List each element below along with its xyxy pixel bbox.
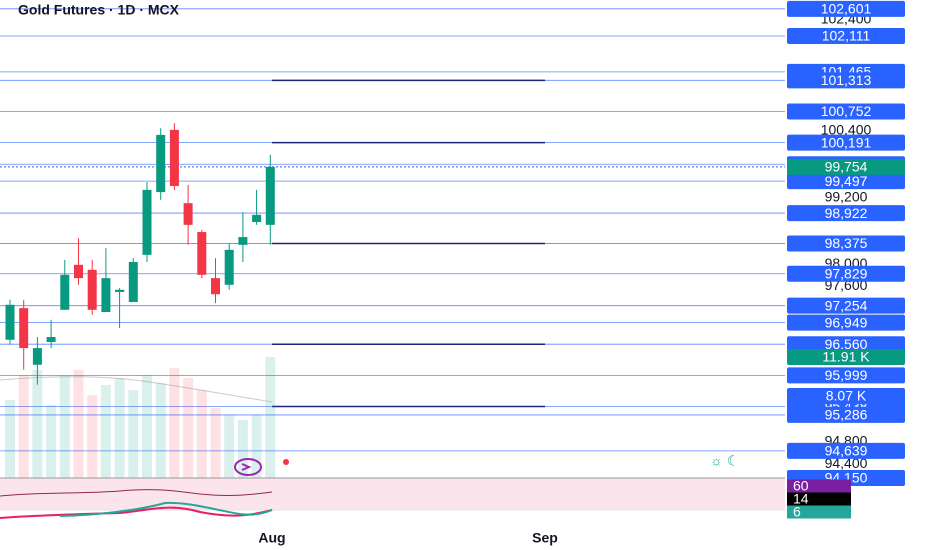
level-label-box xyxy=(787,406,905,423)
volume-ma-line xyxy=(0,376,273,403)
level-label-box xyxy=(787,336,905,353)
candle-body xyxy=(74,264,83,279)
volume-bar xyxy=(237,419,248,478)
indicator-band xyxy=(0,478,785,510)
candle-body xyxy=(19,308,29,349)
price-layer xyxy=(0,8,785,479)
volume-ma-label: 8.07 K xyxy=(826,388,867,404)
volume-bar xyxy=(59,374,70,478)
level-label-box xyxy=(787,0,905,17)
level-label: 94,639 xyxy=(825,443,868,459)
volume-label: 11.91 K xyxy=(822,349,870,365)
level-label-box xyxy=(787,103,905,120)
theme-icons: ☼ ☾ xyxy=(710,453,739,469)
level-label: 100,191 xyxy=(821,134,872,150)
y-tick-label: 99,200 xyxy=(825,188,868,204)
level-label: 95,286 xyxy=(825,407,868,423)
volume-bar xyxy=(224,415,235,478)
level-label: 102,601 xyxy=(821,1,872,17)
level-label-box xyxy=(787,367,905,384)
volume-bar xyxy=(196,390,207,478)
current-price-label-box xyxy=(787,158,905,175)
level-label: 97,254 xyxy=(825,297,868,313)
candle-body xyxy=(238,237,248,245)
candle-body xyxy=(46,336,56,342)
candle-body xyxy=(60,274,70,310)
volume-bar xyxy=(87,394,98,478)
candle-body xyxy=(211,278,220,295)
candle-body xyxy=(128,262,138,303)
candle-body xyxy=(115,289,125,293)
indicator-label: 6 xyxy=(793,504,801,520)
level-label: 100,752 xyxy=(821,103,872,119)
volume-bar xyxy=(169,368,180,478)
candle-body xyxy=(183,203,193,225)
candle-body xyxy=(142,189,152,255)
level-label: 99,497 xyxy=(825,173,868,189)
level-label: 102,111 xyxy=(822,28,871,44)
volume-bar xyxy=(265,357,276,478)
volume-bar xyxy=(18,374,29,478)
level-label: 97,829 xyxy=(825,265,868,281)
candle-body xyxy=(5,304,15,340)
y-tick-label: 100,400 xyxy=(821,122,872,138)
indicator-line xyxy=(0,506,273,519)
volume-label-box xyxy=(787,349,905,365)
volume-bar xyxy=(155,383,166,478)
volume-bar xyxy=(5,399,15,478)
level-label-box xyxy=(787,235,905,252)
volume-bar xyxy=(142,374,152,478)
indicator-line xyxy=(0,489,273,497)
candle-body xyxy=(265,166,275,225)
candle-body xyxy=(87,269,97,310)
x-tick-label: Sep xyxy=(532,530,558,546)
level-label: 95,999 xyxy=(825,367,868,383)
chart-title: Gold Futures · 1D · MCX xyxy=(18,2,180,18)
candle-body xyxy=(156,134,166,193)
volume-bar xyxy=(46,405,57,478)
level-label-box xyxy=(787,297,905,314)
logo xyxy=(234,458,289,476)
volume-bar xyxy=(100,385,111,478)
indicator-label-box xyxy=(787,492,851,506)
level-label-box xyxy=(787,205,905,222)
volume-bar xyxy=(32,370,43,478)
candle-body xyxy=(197,232,207,275)
level-label-box xyxy=(787,72,905,89)
current-price-label: 99,754 xyxy=(825,159,868,175)
volume-bar xyxy=(183,378,194,478)
indicator-label-box xyxy=(787,505,851,519)
indicator-label-box xyxy=(787,479,851,493)
level-label-box xyxy=(787,28,905,45)
volume-bar xyxy=(210,408,221,478)
indicator-label: 60 xyxy=(793,478,809,494)
volume-bar xyxy=(251,415,262,478)
level-label-box xyxy=(787,265,905,282)
candle-body xyxy=(252,214,262,223)
volume-ma-label-box xyxy=(787,388,905,405)
level-label-box xyxy=(787,442,905,459)
indicator-label: 14 xyxy=(793,491,809,507)
level-label: 98,922 xyxy=(825,205,868,221)
level-label-box xyxy=(787,173,905,190)
volume-bar xyxy=(73,370,84,478)
candle-body xyxy=(101,278,111,313)
x-tick-label: Aug xyxy=(258,530,285,546)
level-label: 101,313 xyxy=(821,72,872,88)
indicator-line xyxy=(59,501,273,517)
volume-bar xyxy=(128,390,139,478)
candle-body xyxy=(224,249,234,285)
level-label-box xyxy=(787,314,905,331)
candle-body xyxy=(169,129,179,186)
level-label-box xyxy=(787,134,905,151)
level-label: 96,560 xyxy=(825,336,868,352)
candle-body xyxy=(32,348,42,365)
volume-bar xyxy=(114,378,125,478)
level-label: 98,375 xyxy=(825,235,868,251)
level-label: 96,949 xyxy=(825,314,868,330)
